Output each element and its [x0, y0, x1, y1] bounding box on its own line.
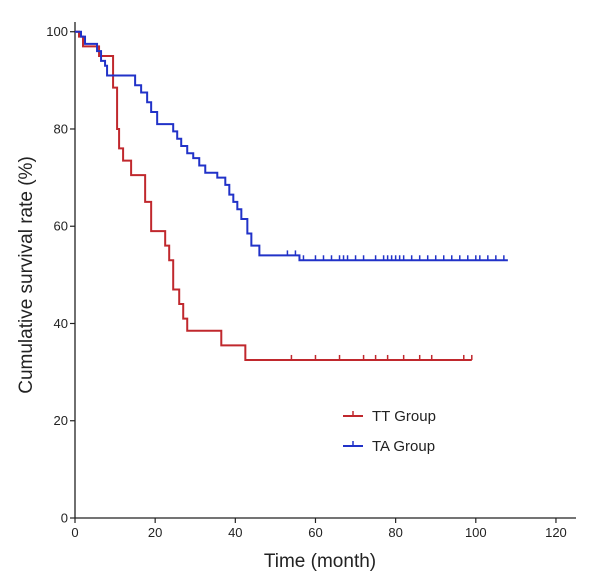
y-axis-title: Cumulative survival rate (%) — [16, 156, 37, 394]
x-ticks: 0 20 40 60 80 100 120 — [71, 518, 567, 540]
axes: 0 20 40 60 80 100 120 0 20 40 60 80 100 — [46, 22, 576, 540]
y-tick-label: 100 — [46, 24, 68, 39]
legend: TT Group TA Group — [343, 408, 436, 455]
x-tick-label: 0 — [71, 525, 78, 540]
x-tick-label: 80 — [388, 525, 402, 540]
x-tick-label: 120 — [545, 525, 567, 540]
x-tick-label: 100 — [465, 525, 487, 540]
legend-label-tt: TT Group — [372, 408, 436, 425]
legend-item-tt: TT Group — [343, 408, 436, 425]
series-line-ta — [75, 30, 508, 262]
y-tick-label: 80 — [54, 121, 68, 136]
x-tick-label: 40 — [228, 525, 242, 540]
legend-item-ta: TA Group — [343, 438, 435, 455]
legend-label-ta: TA Group — [372, 438, 435, 455]
x-tick-label: 20 — [148, 525, 162, 540]
y-tick-label: 40 — [54, 316, 68, 331]
x-axis-title: Time (month) — [264, 551, 376, 572]
y-tick-label: 60 — [54, 219, 68, 234]
y-tick-label: 20 — [54, 413, 68, 428]
x-tick-label: 60 — [308, 525, 322, 540]
y-tick-label: 0 — [61, 511, 68, 526]
series-layer — [75, 30, 508, 361]
y-ticks: 0 20 40 60 80 100 — [46, 24, 75, 526]
